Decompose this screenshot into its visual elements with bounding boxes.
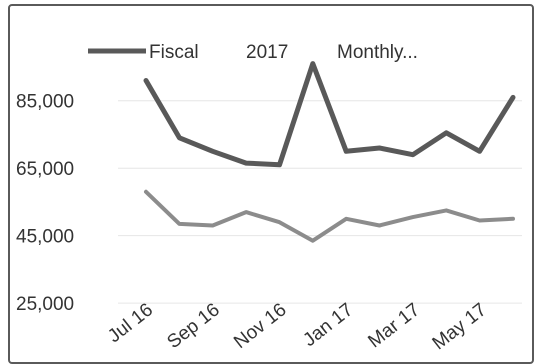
y-tick-label: 25,000 <box>16 294 74 315</box>
y-axis-ticks: 25,000 45,000 65,000 85,000 <box>16 92 74 315</box>
gridlines <box>118 101 522 303</box>
series-line-2 <box>146 192 513 241</box>
y-tick-label: 65,000 <box>16 159 74 180</box>
x-tick-label: Jan 17 <box>299 299 357 351</box>
y-tick-label: 85,000 <box>16 92 74 113</box>
x-tick-label: Mar 17 <box>364 299 424 352</box>
x-tick-label: Jul 16 <box>104 299 157 347</box>
legend-label-part-3: Monthly... <box>337 42 418 63</box>
y-tick-label: 45,000 <box>16 227 74 248</box>
x-tick-label: Nov 16 <box>230 299 290 353</box>
legend-label-part-2: 2017 <box>246 42 288 63</box>
legend-label-part-1: Fiscal <box>149 42 199 63</box>
series-lines <box>146 64 513 241</box>
legend: Fiscal 2017 Monthly... <box>88 42 418 63</box>
x-tick-label: May 17 <box>429 299 491 354</box>
x-tick-label: Sep 16 <box>163 299 223 353</box>
series-line-1 <box>146 64 513 165</box>
